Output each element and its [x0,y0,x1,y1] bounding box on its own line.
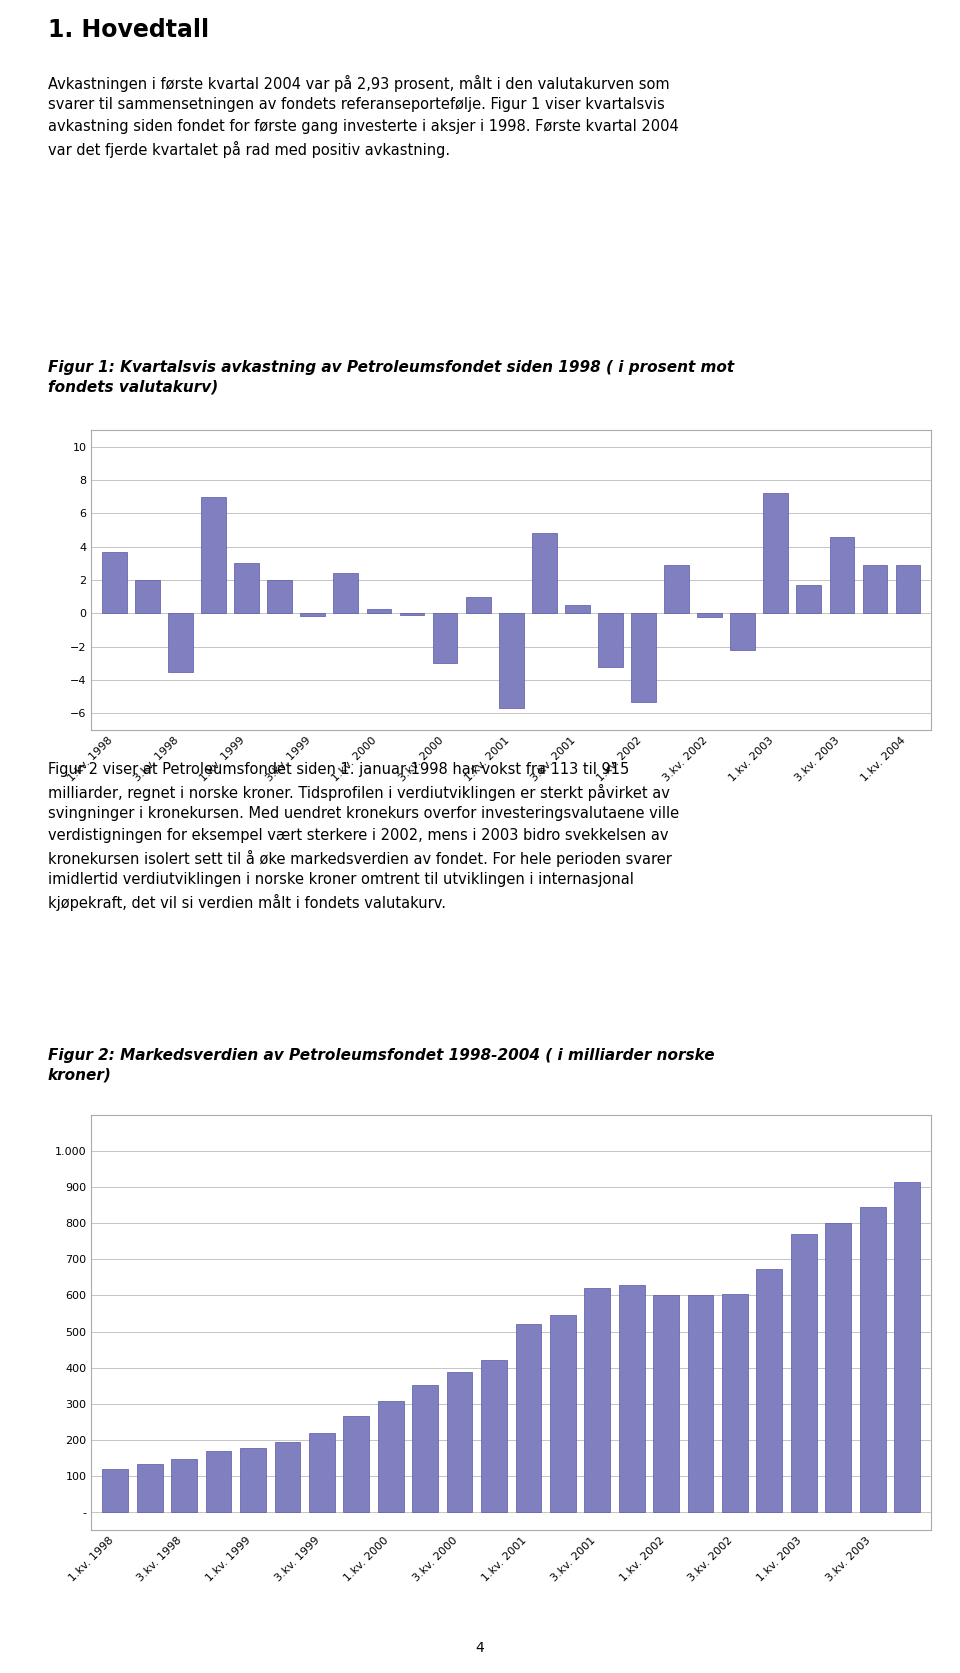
Bar [446,1372,472,1512]
Text: kjøpekraft, det vil si verdien målt i fondets valutakurv.: kjøpekraft, det vil si verdien målt i fo… [48,893,446,912]
Text: svarer til sammensetningen av fondets referanseportefølje. Figur 1 viser kvartal: svarer til sammensetningen av fondets re… [48,97,664,112]
Bar [564,606,589,614]
Bar [240,1447,266,1512]
Text: Figur 1: Kvartalsvis avkastning av Petroleumsfondet siden 1998 ( i prosent mot: Figur 1: Kvartalsvis avkastning av Petro… [48,360,734,375]
Bar [137,1464,162,1512]
Bar [532,534,557,614]
Bar [697,614,722,617]
Bar [894,1181,920,1512]
Bar [896,564,921,614]
Bar [860,1206,885,1512]
Text: kronekursen isolert sett til å øke markedsverdien av fondet. For hele perioden s: kronekursen isolert sett til å øke marke… [48,850,672,867]
Bar [171,1459,197,1512]
Bar [481,1360,507,1512]
Bar [585,1288,611,1512]
Bar [516,1325,541,1512]
Bar [168,614,193,671]
Text: avkastning siden fondet for første gang investerte i aksjer i 1998. Første kvart: avkastning siden fondet for første gang … [48,119,679,134]
Text: verdistigningen for eksempel vært sterkere i 2002, mens i 2003 bidro svekkelsen : verdistigningen for eksempel vært sterke… [48,828,668,843]
Bar [103,1469,129,1512]
Text: Avkastningen i første kvartal 2004 var på 2,93 prosent, målt i den valutakurven : Avkastningen i første kvartal 2004 var p… [48,75,670,92]
Text: Figur 2: Markedsverdien av Petroleumsfondet 1998-2004 ( i milliarder norske: Figur 2: Markedsverdien av Petroleumsfon… [48,1047,714,1062]
Bar [763,494,788,614]
Bar [102,552,127,614]
Text: Figur 2 viser at Petroleumsfondet siden 1. januar 1998 har vokst fra 113 til 915: Figur 2 viser at Petroleumsfondet siden … [48,761,629,776]
Bar [412,1385,438,1512]
Bar [205,1450,231,1512]
Bar [731,614,756,651]
Bar [300,614,325,616]
Bar [631,614,656,701]
Bar [722,1293,748,1512]
Bar [598,614,623,666]
Bar [367,609,392,614]
Bar [664,565,689,614]
Bar [863,565,887,614]
Bar [829,537,854,614]
Bar [826,1223,852,1512]
Bar [756,1270,782,1512]
Bar [135,581,159,614]
Bar [202,497,226,614]
Bar [378,1402,403,1512]
Text: kroner): kroner) [48,1067,112,1082]
Bar [267,581,292,614]
Text: fondets valutakurv): fondets valutakurv) [48,380,218,395]
Bar [433,614,458,663]
Bar [309,1432,335,1512]
Text: imidlertid verdiutviklingen i norske kroner omtrent til utviklingen i internasjo: imidlertid verdiutviklingen i norske kro… [48,872,634,887]
Bar [234,564,259,614]
Bar [619,1285,644,1512]
Bar [344,1417,370,1512]
Bar [275,1442,300,1512]
Bar [791,1235,817,1512]
Text: milliarder, regnet i norske kroner. Tidsprofilen i verdiutviklingen er sterkt på: milliarder, regnet i norske kroner. Tids… [48,785,670,801]
Text: 1. Hovedtall: 1. Hovedtall [48,18,209,42]
Bar [687,1295,713,1512]
Text: var det fjerde kvartalet på rad med positiv avkastning.: var det fjerde kvartalet på rad med posi… [48,141,450,157]
Bar [333,574,358,614]
Text: 4: 4 [475,1641,485,1655]
Text: svingninger i kronekursen. Med uendret kronekurs overfor investeringsvalutaene v: svingninger i kronekursen. Med uendret k… [48,806,679,821]
Bar [550,1315,576,1512]
Bar [499,614,523,708]
Bar [653,1295,679,1512]
Bar [466,597,491,614]
Bar [797,586,821,614]
